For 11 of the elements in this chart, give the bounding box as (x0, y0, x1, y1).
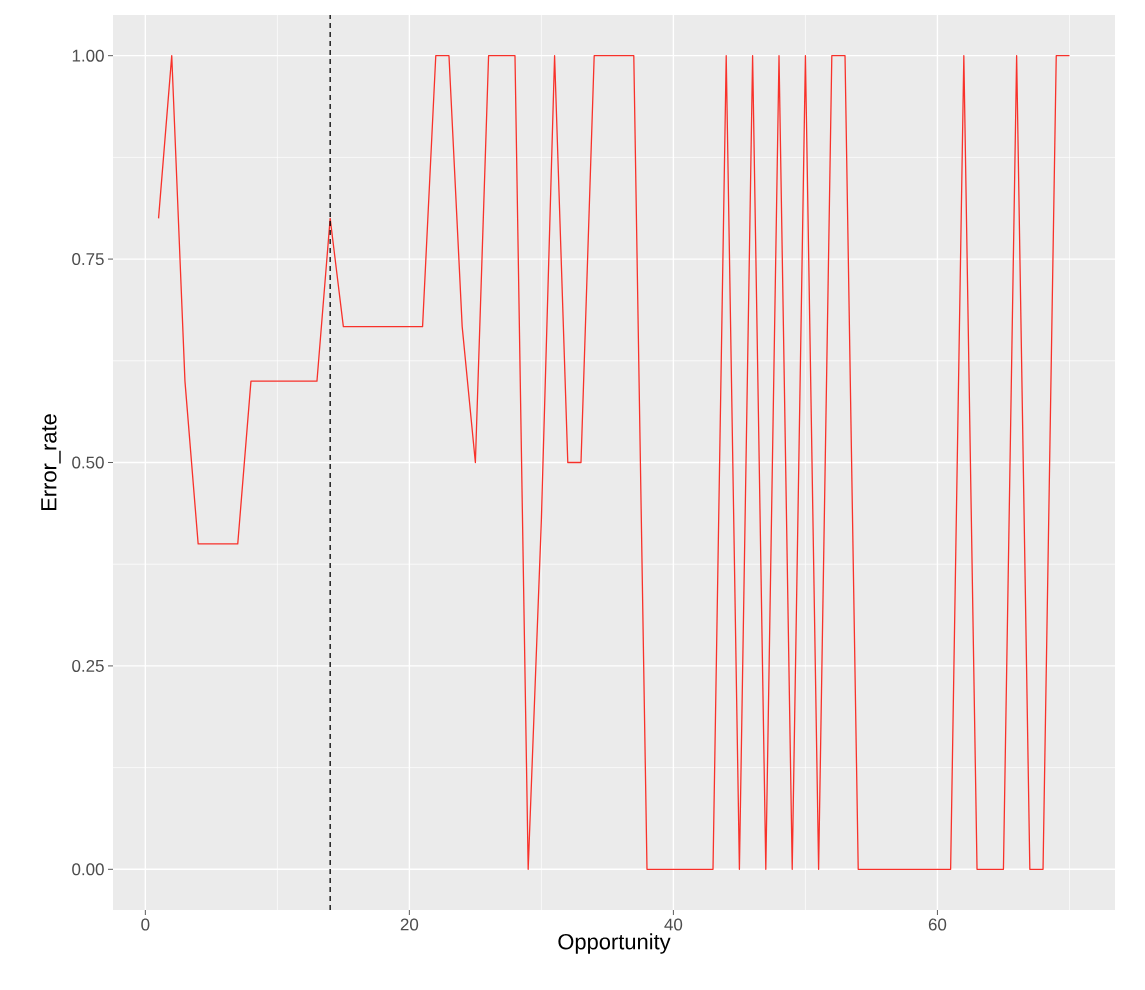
x-tick-label: 0 (141, 918, 150, 931)
x-tick-label: 20 (400, 918, 419, 931)
y-tick-label: 0.75 (72, 253, 104, 266)
y-tick-label: 0.00 (72, 863, 104, 876)
y-tick-label: 1.00 (72, 49, 104, 62)
y-axis-title: Error_rate (41, 414, 61, 511)
x-tick-label: 60 (928, 918, 947, 931)
x-tick-label: 40 (664, 918, 683, 931)
y-tick-label: 0.25 (72, 659, 104, 672)
y-tick-label: 0.50 (72, 456, 104, 469)
x-axis-title: Opportunity (558, 933, 671, 954)
